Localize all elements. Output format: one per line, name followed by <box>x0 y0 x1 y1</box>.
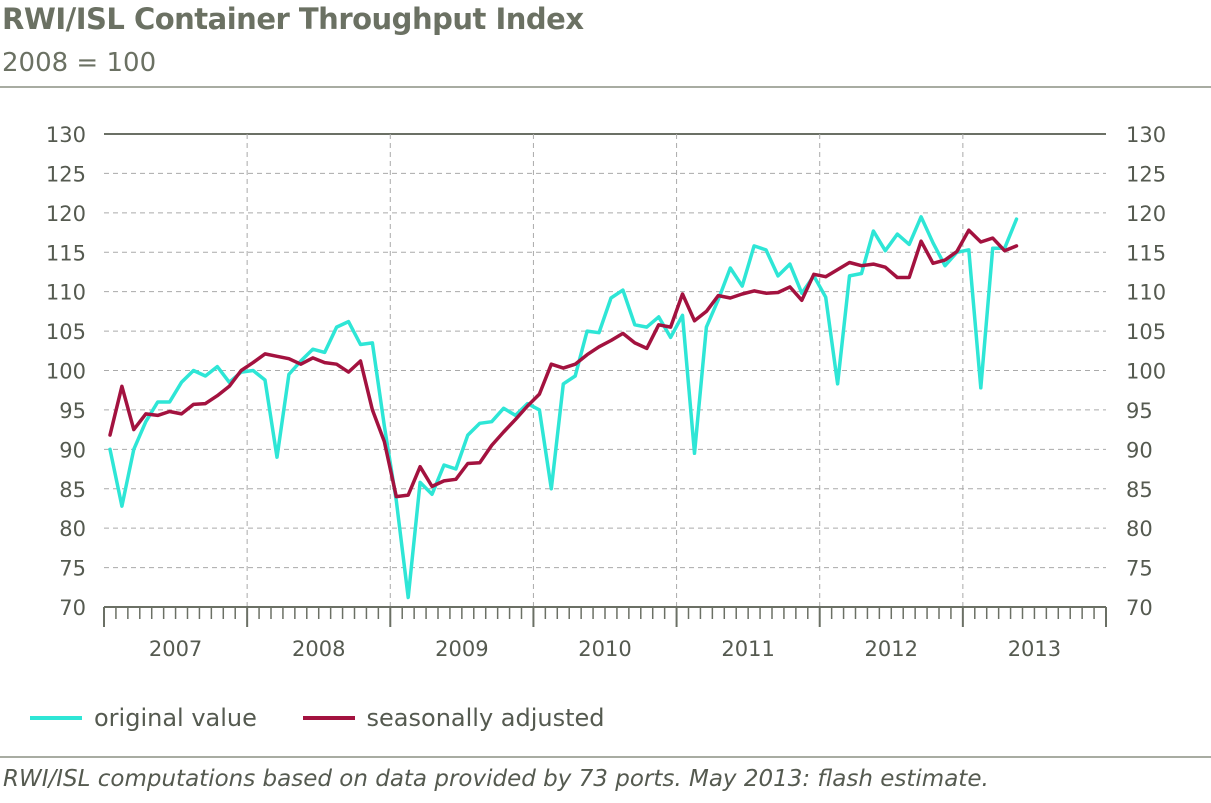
x-tick-label-2007: 2007 <box>149 637 202 661</box>
y-tick-left-130: 130 <box>46 123 86 147</box>
y-tick-right-80: 80 <box>1126 517 1153 541</box>
legend-label-original: original value <box>94 704 257 732</box>
series-line-original <box>108 215 1019 600</box>
y-tick-right-125: 125 <box>1126 162 1166 186</box>
y-tick-left-75: 75 <box>59 557 86 581</box>
chart-title: RWI/ISL Container Throughput Index <box>2 2 584 36</box>
x-tick-label-2008: 2008 <box>292 637 345 661</box>
y-tick-left-80: 80 <box>59 517 86 541</box>
x-tick-label-2011: 2011 <box>721 637 774 661</box>
y-tick-left-125: 125 <box>46 162 86 186</box>
legend-swatch-seasonal <box>302 716 355 720</box>
series-line-seasonally-adjusted <box>108 228 1019 499</box>
y-axis-right: 70 75 80 85 90 95 100 105 110 115 120 125 130 <box>1126 123 1166 620</box>
legend-swatch-original <box>30 716 82 720</box>
footnote: RWI/ISL computations based on data provi… <box>3 766 989 792</box>
y-tick-left-100: 100 <box>46 360 86 384</box>
y-tick-left-70: 70 <box>59 596 86 620</box>
y-tick-right-130: 130 <box>1126 123 1166 147</box>
y-tick-right-105: 105 <box>1126 320 1166 344</box>
y-tick-right-120: 120 <box>1126 202 1166 226</box>
y-axis-left: 70 75 80 85 90 95 100 105 110 115 120 125 130 <box>46 123 86 620</box>
y-tick-right-90: 90 <box>1126 438 1153 462</box>
legend-item-original: original value <box>30 704 257 732</box>
x-tick-label-2010: 2010 <box>578 637 631 661</box>
y-tick-left-110: 110 <box>46 281 86 305</box>
x-tick-label-2012: 2012 <box>865 637 918 661</box>
y-tick-left-120: 120 <box>46 202 86 226</box>
y-tick-left-95: 95 <box>59 399 86 423</box>
legend: original value seasonally adjusted <box>30 698 643 732</box>
x-tick-label-2013: 2013 <box>1008 637 1061 661</box>
y-tick-right-95: 95 <box>1126 399 1153 423</box>
y-tick-right-110: 110 <box>1126 281 1166 305</box>
y-tick-right-85: 85 <box>1126 478 1153 502</box>
y-tick-left-105: 105 <box>46 320 86 344</box>
y-tick-right-115: 115 <box>1126 241 1166 265</box>
x-axis: 2007 2008 2009 2010 2011 2012 2013 <box>103 606 1107 661</box>
chart-subtitle: 2008 = 100 <box>2 48 157 78</box>
series-lines <box>108 215 1019 600</box>
y-tick-right-100: 100 <box>1126 360 1166 384</box>
bottom-divider <box>0 756 1211 758</box>
y-tick-right-75: 75 <box>1126 557 1153 581</box>
legend-item-seasonal: seasonally adjusted <box>302 704 605 732</box>
x-tick-label-2009: 2009 <box>435 637 488 661</box>
y-tick-left-90: 90 <box>59 438 86 462</box>
top-divider <box>0 86 1211 88</box>
y-tick-left-85: 85 <box>59 478 86 502</box>
legend-label-seasonal: seasonally adjusted <box>366 704 605 732</box>
y-tick-right-70: 70 <box>1126 596 1153 620</box>
y-tick-left-115: 115 <box>46 241 86 265</box>
